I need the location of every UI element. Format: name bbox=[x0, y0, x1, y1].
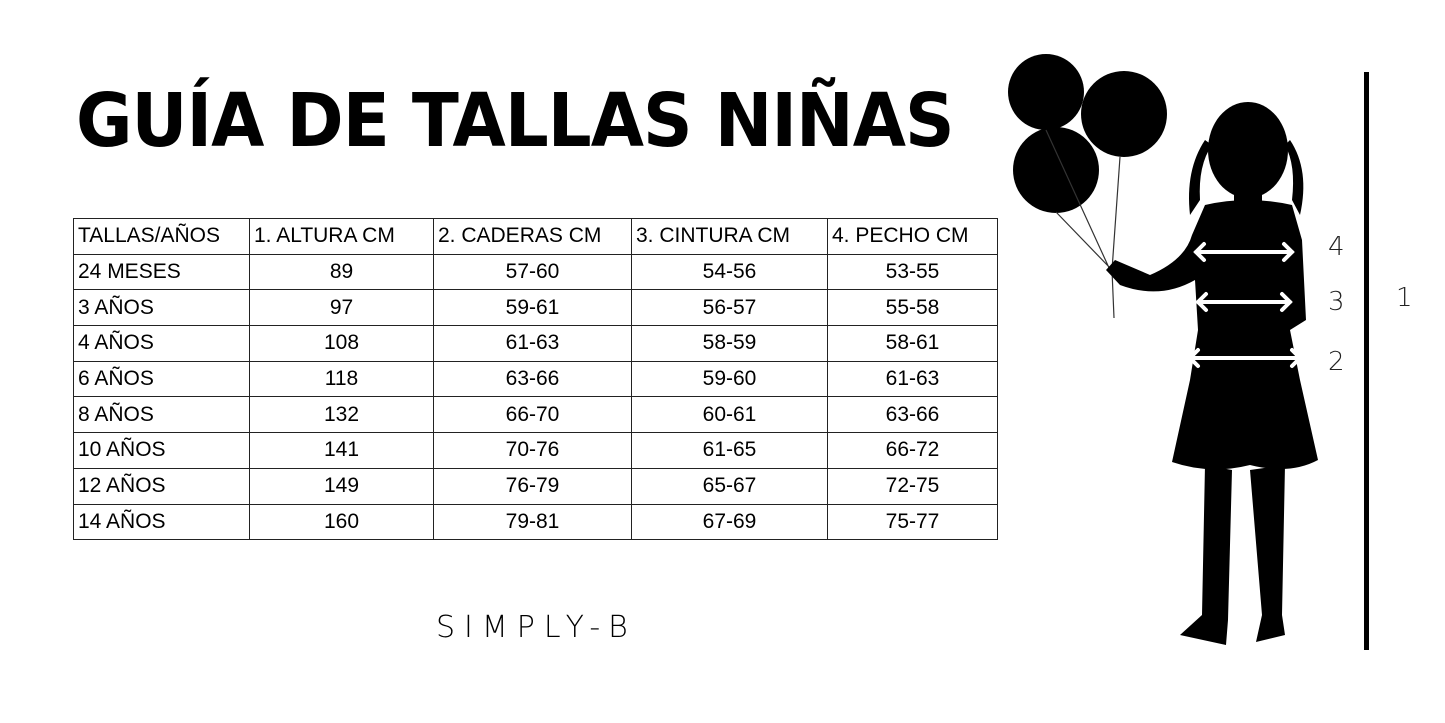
table-cell: 108 bbox=[249, 325, 434, 362]
table-cell: 4 AÑOS bbox=[73, 325, 250, 362]
table-cell: 79-81 bbox=[433, 503, 632, 541]
table-row: 6 AÑOS 118 63-66 59-60 61-63 bbox=[73, 360, 998, 398]
hips-label: 2 bbox=[1328, 347, 1345, 377]
table-cell: 89 bbox=[249, 253, 434, 291]
table-row: 14 AÑOS 160 79-81 67-69 75-77 bbox=[73, 503, 998, 541]
chest-arrow-icon bbox=[1193, 242, 1295, 262]
table-cell: 160 bbox=[249, 503, 434, 541]
waist-label: 3 bbox=[1328, 287, 1345, 317]
table-cell: 118 bbox=[249, 360, 434, 398]
table-cell: 59-61 bbox=[433, 289, 632, 327]
hips-arrow-icon bbox=[1187, 348, 1303, 368]
table-cell: 53-55 bbox=[827, 253, 998, 291]
table-cell: 67-69 bbox=[631, 503, 828, 541]
page-title: GUÍA DE TALLAS NIÑAS bbox=[76, 78, 955, 164]
measurement-arrows bbox=[1187, 242, 1303, 368]
table-cell: 66-70 bbox=[433, 396, 632, 434]
balloons-icon bbox=[1008, 54, 1167, 319]
table-cell: 24 MESES bbox=[73, 253, 250, 291]
column-header: 1. ALTURA CM bbox=[249, 218, 434, 255]
height-bar bbox=[1364, 72, 1369, 650]
table-cell: 58-61 bbox=[827, 325, 998, 362]
chest-label: 4 bbox=[1328, 232, 1345, 262]
table-cell: 55-58 bbox=[827, 289, 998, 327]
table-cell: 66-72 bbox=[827, 432, 998, 469]
table-cell: 8 AÑOS bbox=[73, 396, 250, 434]
table-cell: 61-65 bbox=[631, 432, 828, 469]
table-cell: 65-67 bbox=[631, 467, 828, 505]
column-header: 4. PECHO CM bbox=[827, 218, 998, 255]
girl-silhouette bbox=[1106, 102, 1318, 645]
table-cell: 60-61 bbox=[631, 396, 828, 434]
column-header: 2. CADERAS CM bbox=[433, 218, 632, 255]
table-row: 3 AÑOS 97 59-61 56-57 55-58 bbox=[73, 289, 998, 327]
table-row: 12 AÑOS 149 76-79 65-67 72-75 bbox=[73, 467, 998, 505]
brand-logo: SIMPLY-B bbox=[436, 610, 637, 645]
table-cell: 63-66 bbox=[433, 360, 632, 398]
table-cell: 75-77 bbox=[827, 503, 998, 541]
table-cell: 14 AÑOS bbox=[73, 503, 250, 541]
table-cell: 10 AÑOS bbox=[73, 432, 250, 469]
table-header-row: TALLAS/AÑOS 1. ALTURA CM 2. CADERAS CM 3. C… bbox=[73, 218, 998, 255]
table-row: 4 AÑOS 108 61-63 58-59 58-61 bbox=[73, 325, 998, 362]
table-cell: 72-75 bbox=[827, 467, 998, 505]
table-row: 10 AÑOS 141 70-76 61-65 66-72 bbox=[73, 432, 998, 469]
table-cell: 54-56 bbox=[631, 253, 828, 291]
table-cell: 61-63 bbox=[433, 325, 632, 362]
table-cell: 3 AÑOS bbox=[73, 289, 250, 327]
column-header: TALLAS/AÑOS bbox=[73, 218, 250, 255]
table-cell: 97 bbox=[249, 289, 434, 327]
height-label: 1 bbox=[1396, 283, 1413, 313]
waist-arrow-icon bbox=[1195, 292, 1293, 312]
table-row: 24 MESES 89 57-60 54-56 53-55 bbox=[73, 253, 998, 291]
size-table: TALLAS/AÑOS 1. ALTURA CM 2. CADERAS CM 3. C… bbox=[73, 218, 998, 541]
table-cell: 132 bbox=[249, 396, 434, 434]
